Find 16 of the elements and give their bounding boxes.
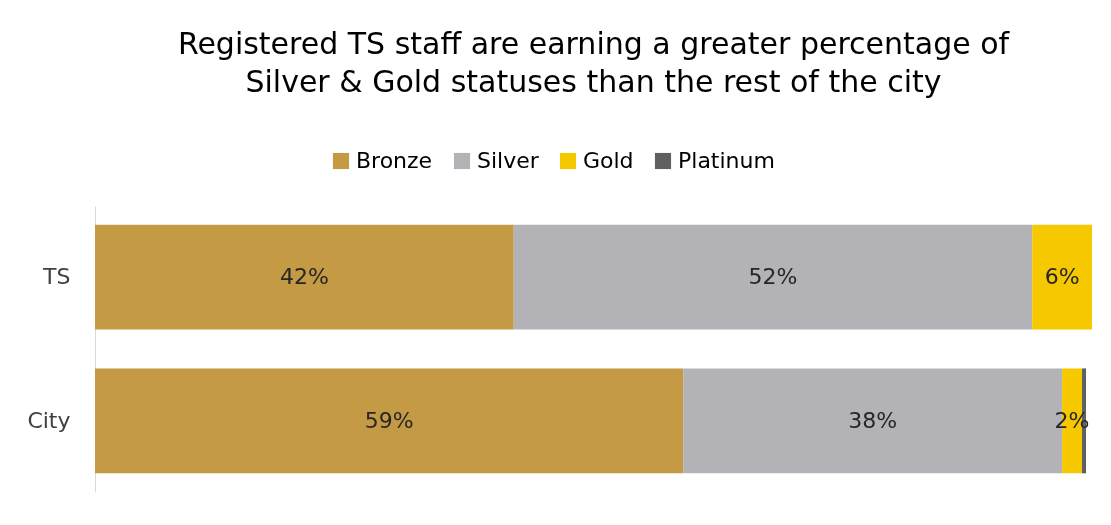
legend-label: Silver <box>477 148 540 173</box>
y-tick-label: TS <box>42 264 71 290</box>
bar <box>95 224 514 330</box>
legend-label: Bronze <box>356 148 433 173</box>
data-label: 52% <box>748 264 798 290</box>
bar <box>1032 224 1092 330</box>
legend-label: Gold <box>583 148 634 173</box>
data-label: 59% <box>364 407 414 433</box>
legend-label: Platinum <box>678 148 775 173</box>
data-label: 6% <box>1044 264 1080 290</box>
bar <box>513 224 1033 330</box>
data-label: 42% <box>279 264 329 290</box>
bar <box>95 368 684 474</box>
data-label: 38% <box>848 407 898 433</box>
chart-title: Registered TS staff are earning a greater percentage of Silver & Gold statuses than the rest of the city <box>177 26 1011 99</box>
y-tick-label: City <box>27 407 71 433</box>
